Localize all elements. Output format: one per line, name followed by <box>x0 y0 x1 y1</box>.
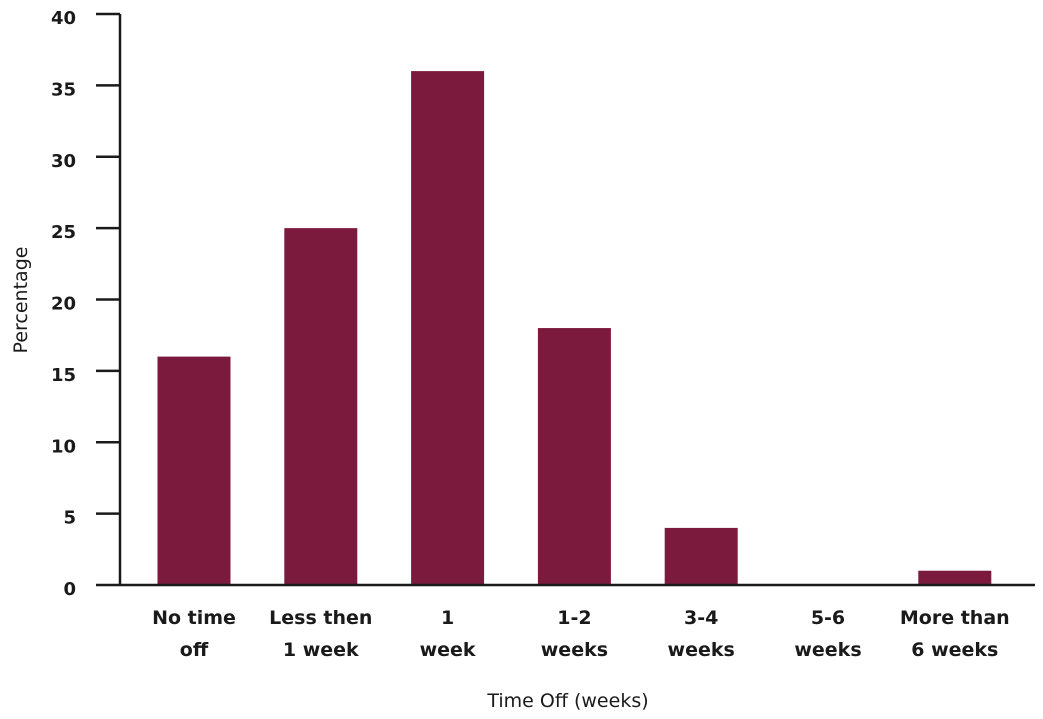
x-category-label: 6 weeks <box>911 639 998 661</box>
y-tick-label: 15 <box>51 365 76 386</box>
x-category-label: week <box>420 639 476 661</box>
y-tick-label: 35 <box>51 79 76 100</box>
x-category-label: off <box>180 639 209 661</box>
x-category-label: 1-2 <box>557 607 591 629</box>
y-ticks-group: 0 5 10 15 20 25 30 35 40 <box>51 8 120 600</box>
x-category-label: weeks <box>668 639 735 661</box>
bar <box>158 357 231 585</box>
y-tick-label: 40 <box>51 8 76 29</box>
y-tick-label: 5 <box>63 508 76 529</box>
x-category-label: No time <box>152 607 236 629</box>
x-category-label: Less then <box>269 607 372 629</box>
y-tick-label: 30 <box>51 151 76 172</box>
x-category-label: 1 <box>441 607 454 629</box>
x-labels-group: No time off Less then 1 week 1 week 1-2 weeks 3-… <box>152 607 1010 661</box>
y-tick-label: 10 <box>51 436 76 457</box>
y-tick-label: 25 <box>51 222 76 243</box>
y-axis-title: Percentage <box>10 247 32 354</box>
x-category-label: 5-6 <box>811 607 845 629</box>
bar <box>538 328 611 585</box>
bar <box>665 528 738 585</box>
y-tick-label: 0 <box>63 579 76 600</box>
x-axis-title: Time Off (weeks) <box>486 690 648 712</box>
y-tick-label: 20 <box>51 294 76 315</box>
bar <box>411 71 484 585</box>
x-category-label: weeks <box>794 639 861 661</box>
x-category-label: 1 week <box>283 639 359 661</box>
bar <box>284 228 357 585</box>
bar <box>918 571 991 585</box>
x-category-label: 3-4 <box>684 607 718 629</box>
x-category-label: More than <box>900 607 1010 629</box>
bars-group <box>158 71 992 585</box>
x-category-label: weeks <box>541 639 608 661</box>
